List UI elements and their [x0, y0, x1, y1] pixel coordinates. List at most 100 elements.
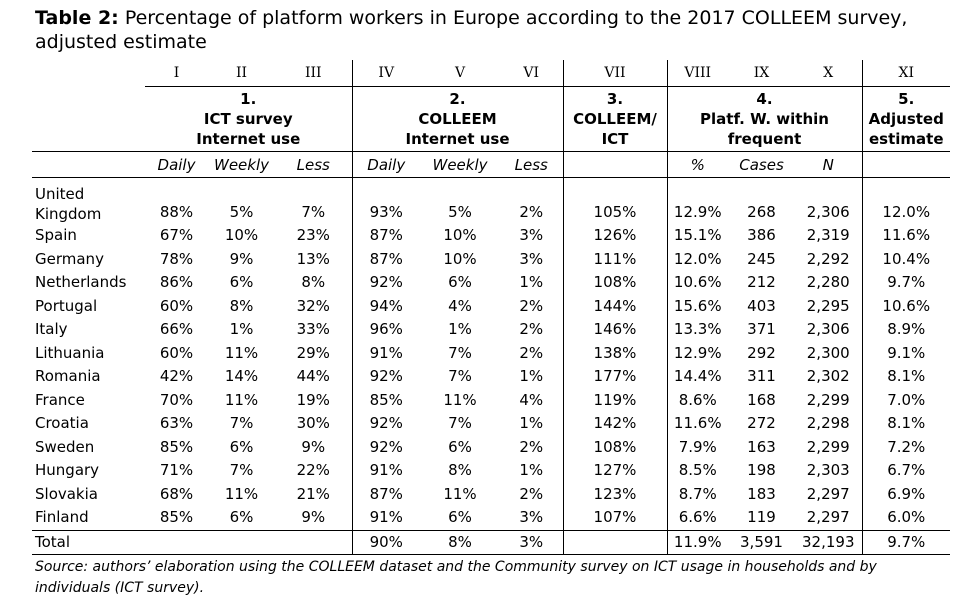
table-cell: 1% — [519, 273, 544, 291]
country-name: Sweden — [35, 437, 95, 456]
table-cell: 7.2% — [861, 435, 950, 459]
table-cell: 71% — [159, 461, 194, 479]
country-name: Germany — [35, 249, 104, 268]
table-cell: 107% — [562, 506, 667, 530]
table-cell: 9% — [229, 249, 254, 268]
subheader — [861, 151, 950, 178]
table-cell: 21% — [296, 484, 330, 503]
table-cell: 163 — [747, 437, 776, 456]
table-cell: 10.6% — [666, 271, 728, 295]
table-cell: 10% — [224, 226, 259, 244]
country-name: Slovakia — [35, 484, 98, 503]
table-cell: 60% — [159, 296, 194, 315]
source-note: Source: authors’ elaboration using the C… — [35, 559, 877, 596]
table-row: Italy 66% 1% 33% 96% 1% 2% 146% 13.3% 371 2,306 8.9… — [32, 318, 950, 342]
table-row: Netherlands 86% 6% 8% 92% 6% 1% 108% 10.6% 212 2,2… — [32, 271, 950, 295]
table-cell: 168 — [747, 390, 776, 409]
table-cell: 2,300 — [806, 343, 850, 362]
country-name: Finland — [35, 508, 89, 526]
table-cell: 5% — [229, 202, 254, 221]
table-cell: 12.0% — [861, 177, 950, 224]
empty-cell — [32, 151, 145, 178]
column-number: VIII — [666, 60, 728, 87]
table-cell: 6% — [229, 508, 254, 526]
subheader: Daily — [145, 151, 208, 178]
subheader: Weekly — [208, 151, 275, 178]
column-number: II — [208, 60, 275, 87]
table-cell: 11% — [224, 343, 259, 362]
table-row: Croatia 63% 7% 30% 92% 7% 1% 142% 11.6% 272 2,298 8… — [32, 412, 950, 436]
table-cell: 8.5% — [666, 459, 728, 483]
table-cell: 6% — [229, 273, 254, 291]
table-cell: 8.1% — [861, 365, 950, 389]
table-cell: 403 — [747, 296, 776, 315]
table-cell: 142% — [562, 412, 667, 436]
table-cell: 42% — [159, 367, 194, 385]
empty-cell — [32, 86, 145, 152]
total-cell — [208, 529, 275, 555]
table-cell: 6% — [448, 508, 472, 526]
table-row: Romania 42% 14% 44% 92% 7% 1% 177% 14.4% 311 2,302… — [32, 365, 950, 389]
table-cell: 7% — [448, 414, 472, 432]
table-cell: 1% — [229, 320, 254, 338]
table-cell: 7% — [301, 202, 326, 221]
table-row: Spain 67% 10% 23% 87% 10% 3% 126% 15.1% 386 2,319 1… — [32, 224, 950, 248]
table-cell: 292 — [747, 343, 776, 362]
group-title-line: COLLEEM/ — [573, 110, 657, 128]
table-cell: 119% — [562, 388, 667, 412]
table-cell: 177% — [562, 365, 667, 389]
table-cell: 2,295 — [806, 296, 850, 315]
country-name: Romania — [35, 367, 101, 385]
table-cell: 10% — [443, 249, 477, 268]
table-cell: 15.6% — [666, 294, 728, 318]
table-cell: 78% — [159, 249, 194, 268]
table-cell: 22% — [296, 461, 330, 479]
table-cell: 11% — [224, 484, 259, 503]
table-cell: 86% — [159, 273, 194, 291]
table-cell: 3% — [519, 249, 544, 268]
table-row: France 70% 11% 19% 85% 11% 4% 119% 8.6% 168 2,299 7… — [32, 388, 950, 412]
table-cell: 105% — [562, 177, 667, 224]
table-cell: 6% — [448, 437, 472, 456]
table-cell: 94% — [351, 294, 420, 318]
table-cell: 8.1% — [861, 412, 950, 436]
group-header: 4. Platf. W. within frequent — [666, 86, 862, 152]
table-cell: 111% — [562, 247, 667, 271]
subheader — [562, 151, 667, 178]
table-cell: 12.9% — [666, 177, 728, 224]
column-number: III — [275, 60, 352, 87]
country-name: Hungary — [35, 461, 100, 479]
table-cell: 91% — [351, 341, 420, 365]
table-cell: 4% — [519, 390, 544, 409]
table-cell: 30% — [296, 414, 330, 432]
table-cell: 91% — [351, 459, 420, 483]
table-cell: 85% — [351, 388, 420, 412]
table-cell: 92% — [351, 435, 420, 459]
table-cell: 11% — [443, 484, 477, 503]
country-name: France — [35, 390, 85, 409]
group-title-line: estimate — [868, 130, 944, 148]
table-cell: 7% — [448, 367, 472, 385]
table-cell: 67% — [159, 226, 194, 244]
column-number: VII — [562, 60, 667, 87]
table-cell: 245 — [747, 249, 776, 268]
table-cell: 92% — [351, 412, 420, 436]
table-cell: 33% — [296, 320, 330, 338]
column-number: V — [420, 60, 500, 87]
table-cell: 108% — [562, 435, 667, 459]
subheader-row: Daily Weekly Less Daily Weekly Less% Cases N — [32, 151, 950, 178]
total-row: Total 90% 8% 3% 11.9% 3,591 32,193 9.7% — [32, 529, 950, 555]
table-cell: 44% — [296, 367, 330, 385]
table-label: Table 2: — [35, 7, 119, 29]
table-cell: 1% — [448, 320, 472, 338]
table-caption: Percentage of platform workers in Europe… — [35, 7, 908, 53]
group-header: 5. Adjusted estimate — [861, 86, 950, 152]
table-cell: 2% — [519, 484, 544, 503]
table-cell: 9.1% — [861, 341, 950, 365]
table-cell: 14.4% — [666, 365, 728, 389]
table-cell: 96% — [351, 318, 420, 342]
table-cell: 13% — [296, 249, 330, 268]
table-cell: 2,299 — [806, 437, 850, 456]
table-cell: 126% — [562, 224, 667, 248]
subheader: Less — [275, 151, 352, 178]
